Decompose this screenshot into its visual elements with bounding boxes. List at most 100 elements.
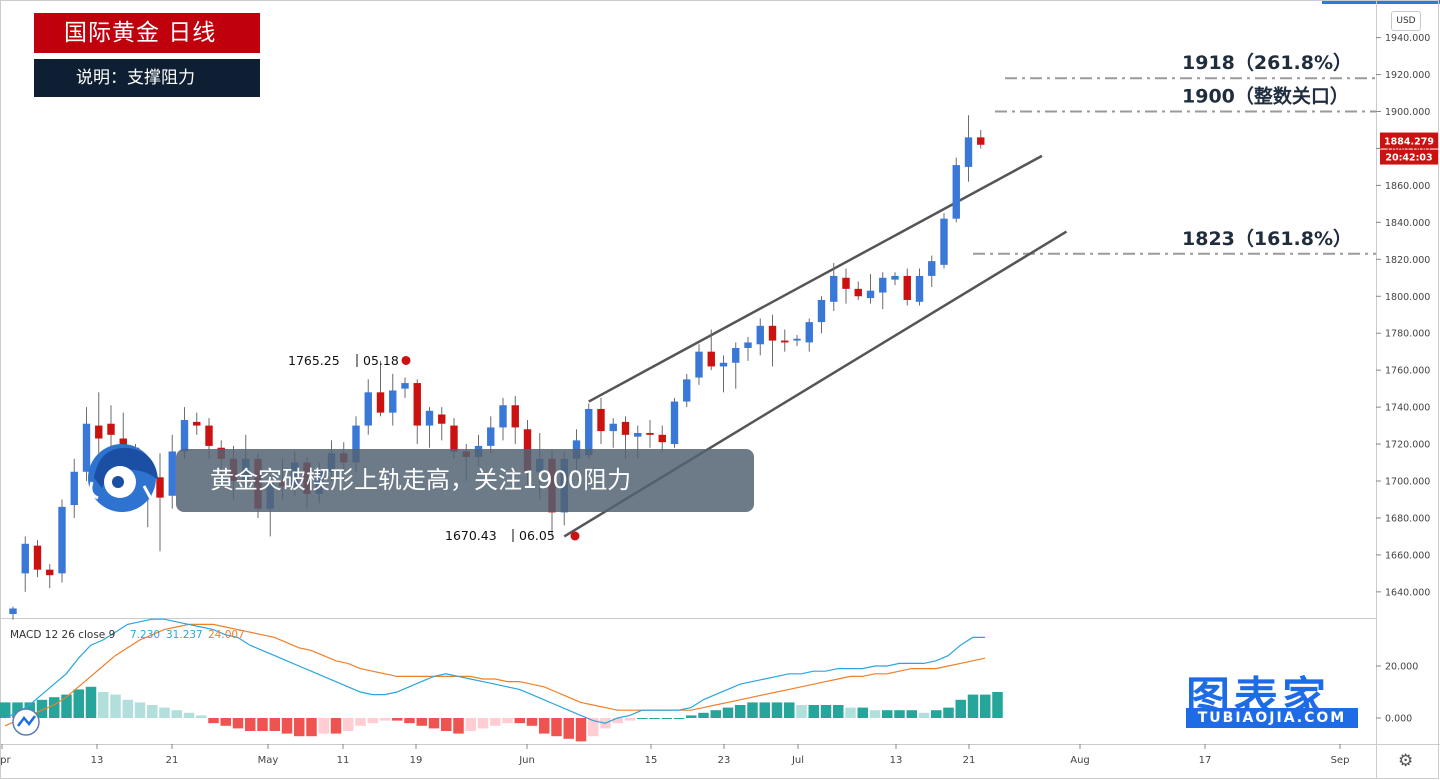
macd-histogram-bar [845,707,856,718]
candle-body [879,277,887,293]
candle-body [646,432,654,435]
candle-body [928,261,936,276]
time-axis-label: 21 [963,755,976,766]
time-axis-label: 15 [645,755,658,766]
price-axis-label: 1640.000 [1385,587,1430,598]
low-date-label: 06.05 [519,528,555,543]
macd-histogram-bar [392,718,403,721]
headline-banner: 黄金突破楔形上轨走高，关注1900阻力 [176,449,754,512]
price-axis-label: 1740.000 [1385,403,1430,414]
price-axis-label: 1860.000 [1385,181,1430,192]
macd-histogram-bar [416,718,427,726]
candle-body [805,322,813,343]
macd-title: MACD 12 26 close 9 [10,629,115,641]
macd-histogram-bar [183,712,195,718]
macd-histogram-bar [796,705,807,718]
macd-histogram-bar [686,715,697,718]
candle-body [670,401,679,445]
candle-body [634,432,642,437]
chart-note: 说明：支撑阻力 [34,59,260,97]
macd-histogram-bar [110,694,121,718]
logo-en: TUBIAOJIA.COM [1186,708,1358,728]
countdown-tag [1380,149,1438,165]
macd-histogram-bar [159,707,170,718]
price-axis-label: 1920.000 [1385,70,1430,81]
gear-icon[interactable]: ⚙ [1398,751,1414,771]
candle-body [205,425,213,446]
watermark-icon [12,708,40,736]
price-axis-label: 1720.000 [1385,440,1430,451]
macd-histogram-bar [379,718,391,721]
macd-histogram-bar [453,718,464,734]
macd-histogram-bar [257,718,268,731]
macd-histogram-bar [147,705,158,718]
macd-histogram-bar [36,699,48,718]
macd-histogram-bar [502,718,513,724]
macd-histogram-bar [171,710,182,718]
candle-body [168,451,176,496]
macd-histogram-bar [306,718,317,737]
tubiaojia-logo: 图表家 TUBIAOJIA.COM [1186,662,1361,730]
candle-body [781,340,789,343]
low-marker [570,531,580,541]
macd-axis-label: 20.000 [1385,662,1418,673]
last-price-label: 1884.279 [1384,137,1434,148]
macd-histogram-bar [980,694,991,718]
candle-body [499,405,507,428]
candle-body [438,414,446,424]
price-axis-label: 1760.000 [1385,366,1430,377]
macd-histogram-bar [661,718,672,719]
macd-histogram-bar [294,718,305,737]
macd-histogram-bar [612,718,623,724]
macd-histogram-bar [747,702,758,718]
macd-histogram-bar [0,702,11,718]
macd-histogram-bar [134,702,146,718]
level-label: 1900（整数关口） [1182,85,1349,108]
macd-histogram-bar [637,718,648,719]
countdown-label: 20:42:03 [1385,153,1432,164]
macd-histogram-bar [698,712,709,718]
price-axis-label: 1840.000 [1385,218,1430,229]
macd-value-label: 24.007 [208,629,245,641]
candle-body [866,290,875,299]
macd-histogram-bar [943,707,954,718]
macd-histogram-bar [514,718,525,724]
candle-body [46,569,54,576]
candle-body [756,325,764,345]
candle-body [842,277,850,289]
macd-histogram-bar [441,718,452,731]
candle-body [487,427,495,446]
candle-body [854,288,862,297]
price-axis-label: 1660.000 [1385,550,1430,561]
candle-body [891,275,899,280]
macd-histogram-bar [208,718,219,724]
macd-histogram-bar [575,718,587,742]
macd-value-label: 31.237 [166,629,203,641]
macd-histogram-bar [857,707,868,718]
macd-histogram-bar [404,718,415,724]
candle-body [425,410,434,426]
macd-histogram-bar [833,705,844,718]
candle-body [364,392,372,426]
candle-body [817,299,826,323]
time-axis-label: Aug [1070,755,1090,766]
candle-body [107,423,115,435]
currency-badge[interactable]: USD [1391,11,1421,31]
macd-histogram-bar [967,694,979,718]
macd-histogram-bar [955,699,966,718]
candle-body [585,408,593,456]
price-axis-label: 1880.000 [1385,144,1430,155]
candle-body [180,420,189,452]
high-price-label: 1765.25 [288,353,340,368]
candle-body [732,347,740,363]
candle-body [695,351,703,378]
macd-histogram-bar [992,692,1003,718]
time-axis-label: 23 [718,755,731,766]
macd-histogram-bar [882,710,893,718]
candle-body [511,405,519,428]
macd-histogram-bar [869,710,881,718]
candle-body [609,423,617,432]
candle-body [376,392,385,413]
price-axis-label: 1820.000 [1385,255,1430,266]
